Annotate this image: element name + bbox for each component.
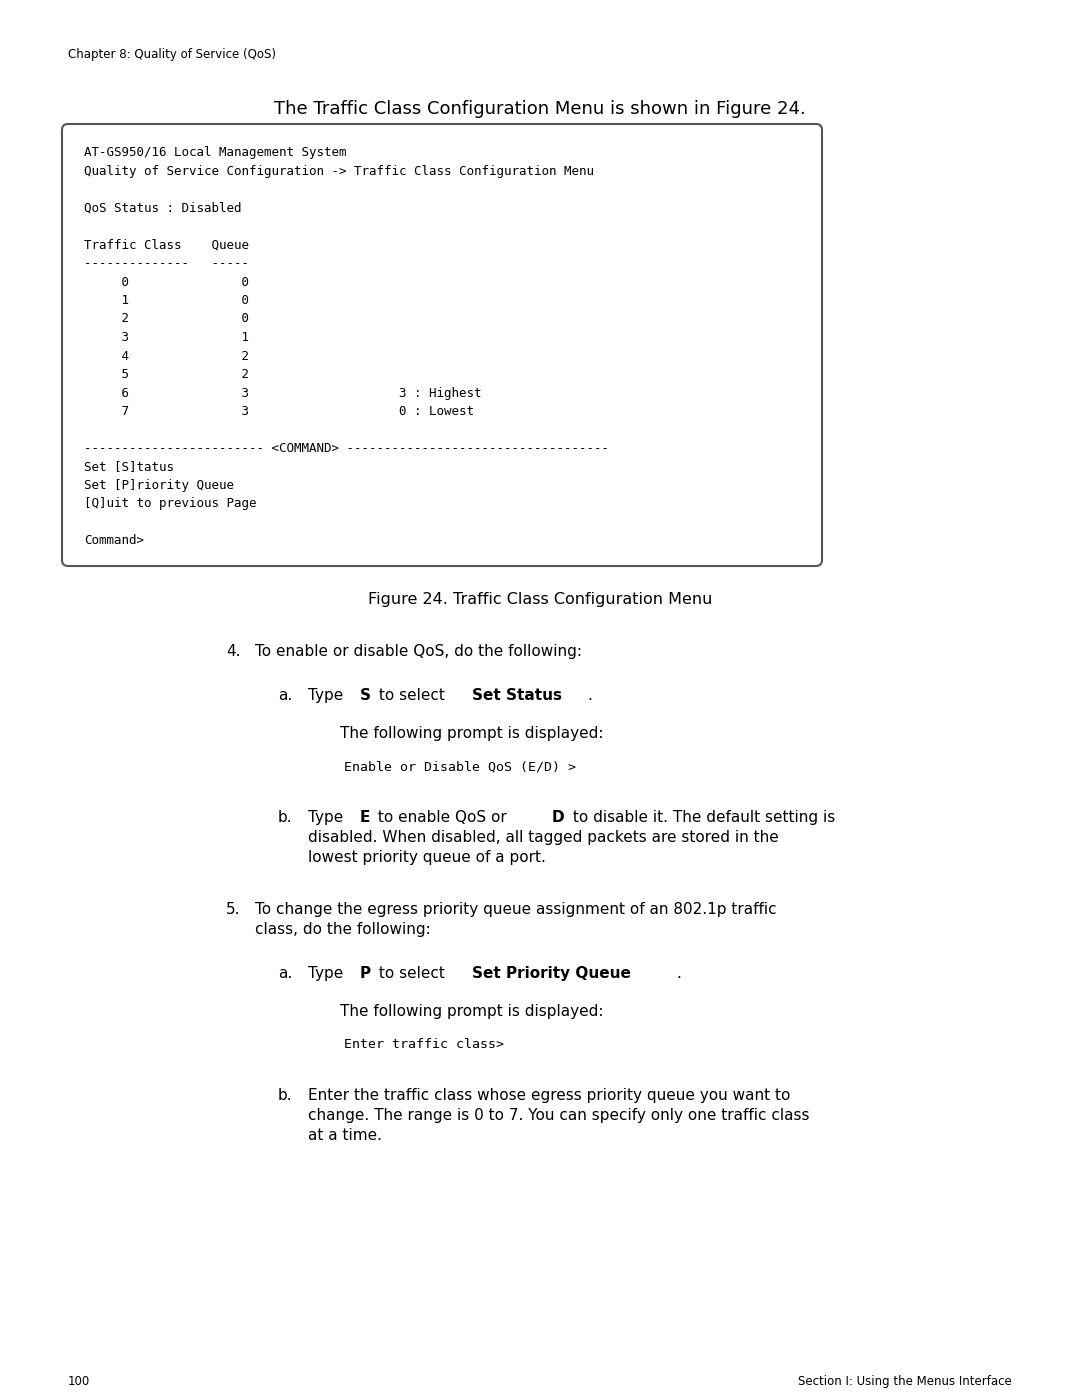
Text: Set [P]riority Queue: Set [P]riority Queue xyxy=(84,479,234,492)
Text: .: . xyxy=(588,687,593,703)
Text: Chapter 8: Quality of Service (QoS): Chapter 8: Quality of Service (QoS) xyxy=(68,47,276,61)
Text: class, do the following:: class, do the following: xyxy=(255,922,431,937)
Text: to select: to select xyxy=(374,687,449,703)
Text: change. The range is 0 to 7. You can specify only one traffic class: change. The range is 0 to 7. You can spe… xyxy=(308,1108,810,1123)
Text: to enable QoS or: to enable QoS or xyxy=(374,810,512,826)
Text: .: . xyxy=(677,965,681,981)
Text: b.: b. xyxy=(278,810,293,826)
Text: lowest priority queue of a port.: lowest priority queue of a port. xyxy=(308,849,545,865)
Text: disabled. When disabled, all tagged packets are stored in the: disabled. When disabled, all tagged pack… xyxy=(308,830,779,845)
Text: Set Priority Queue: Set Priority Queue xyxy=(472,965,631,981)
Text: P: P xyxy=(360,965,370,981)
Text: S: S xyxy=(360,687,370,703)
Text: 5.: 5. xyxy=(226,902,241,916)
Text: Enter traffic class>: Enter traffic class> xyxy=(345,1038,504,1051)
Text: 1               0: 1 0 xyxy=(84,293,249,307)
Text: ------------------------ <COMMAND> -----------------------------------: ------------------------ <COMMAND> -----… xyxy=(84,441,609,455)
Text: Type: Type xyxy=(308,687,348,703)
Text: at a time.: at a time. xyxy=(308,1127,382,1143)
Text: to disable it. The default setting is: to disable it. The default setting is xyxy=(568,810,836,826)
Text: 5               2: 5 2 xyxy=(84,367,249,381)
Text: AT-GS950/16 Local Management System: AT-GS950/16 Local Management System xyxy=(84,147,347,159)
Text: [Q]uit to previous Page: [Q]uit to previous Page xyxy=(84,497,257,510)
Text: 0               0: 0 0 xyxy=(84,275,249,289)
FancyBboxPatch shape xyxy=(62,124,822,566)
Text: The following prompt is displayed:: The following prompt is displayed: xyxy=(340,726,604,740)
Text: 4.: 4. xyxy=(226,644,241,659)
Text: The Traffic Class Configuration Menu is shown in Figure 24.: The Traffic Class Configuration Menu is … xyxy=(274,101,806,117)
Text: 7               3                    0 : Lowest: 7 3 0 : Lowest xyxy=(84,405,474,418)
Text: 6               3                    3 : Highest: 6 3 3 : Highest xyxy=(84,387,482,400)
Text: Section I: Using the Menus Interface: Section I: Using the Menus Interface xyxy=(798,1375,1012,1389)
Text: Enable or Disable QoS (E/D) >: Enable or Disable QoS (E/D) > xyxy=(345,760,576,773)
Text: a.: a. xyxy=(278,687,293,703)
Text: 100: 100 xyxy=(68,1375,91,1389)
Text: 2               0: 2 0 xyxy=(84,313,249,326)
Text: Set [S]tatus: Set [S]tatus xyxy=(84,461,174,474)
Text: To enable or disable QoS, do the following:: To enable or disable QoS, do the followi… xyxy=(255,644,582,659)
Text: Quality of Service Configuration -> Traffic Class Configuration Menu: Quality of Service Configuration -> Traf… xyxy=(84,165,594,177)
Text: --------------   -----: -------------- ----- xyxy=(84,257,249,270)
Text: Type: Type xyxy=(308,965,348,981)
Text: Enter the traffic class whose egress priority queue you want to: Enter the traffic class whose egress pri… xyxy=(308,1088,791,1104)
Text: Type: Type xyxy=(308,810,348,826)
Text: to select: to select xyxy=(374,965,450,981)
Text: Figure 24. Traffic Class Configuration Menu: Figure 24. Traffic Class Configuration M… xyxy=(368,592,712,608)
Text: 4               2: 4 2 xyxy=(84,349,249,362)
Text: D: D xyxy=(552,810,565,826)
Text: To change the egress priority queue assignment of an 802.1p traffic: To change the egress priority queue assi… xyxy=(255,902,777,916)
Text: 3               1: 3 1 xyxy=(84,331,249,344)
Text: b.: b. xyxy=(278,1088,293,1104)
Text: QoS Status : Disabled: QoS Status : Disabled xyxy=(84,201,242,215)
Text: Set Status: Set Status xyxy=(472,687,562,703)
Text: Command>: Command> xyxy=(84,535,144,548)
Text: The following prompt is displayed:: The following prompt is displayed: xyxy=(340,1004,604,1018)
Text: Traffic Class    Queue: Traffic Class Queue xyxy=(84,239,249,251)
Text: a.: a. xyxy=(278,965,293,981)
Text: E: E xyxy=(360,810,370,826)
